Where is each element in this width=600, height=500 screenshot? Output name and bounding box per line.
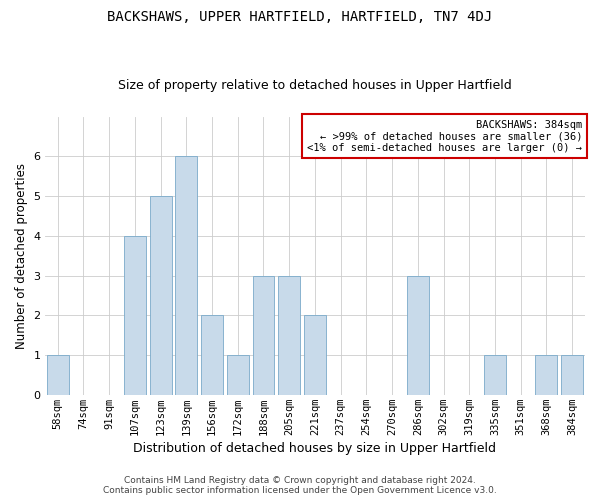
Bar bbox=[201, 316, 223, 395]
X-axis label: Distribution of detached houses by size in Upper Hartfield: Distribution of detached houses by size … bbox=[133, 442, 496, 455]
Bar bbox=[47, 355, 68, 395]
Bar bbox=[253, 276, 274, 395]
Bar bbox=[484, 355, 506, 395]
Bar bbox=[535, 355, 557, 395]
Y-axis label: Number of detached properties: Number of detached properties bbox=[15, 163, 28, 349]
Text: BACKSHAWS, UPPER HARTFIELD, HARTFIELD, TN7 4DJ: BACKSHAWS, UPPER HARTFIELD, HARTFIELD, T… bbox=[107, 10, 493, 24]
Bar bbox=[124, 236, 146, 395]
Bar bbox=[561, 355, 583, 395]
Bar bbox=[407, 276, 429, 395]
Text: BACKSHAWS: 384sqm
← >99% of detached houses are smaller (36)
<1% of semi-detache: BACKSHAWS: 384sqm ← >99% of detached hou… bbox=[307, 120, 582, 153]
Bar bbox=[304, 316, 326, 395]
Bar bbox=[175, 156, 197, 395]
Bar bbox=[278, 276, 300, 395]
Bar bbox=[227, 355, 248, 395]
Bar bbox=[149, 196, 172, 395]
Text: Contains HM Land Registry data © Crown copyright and database right 2024.
Contai: Contains HM Land Registry data © Crown c… bbox=[103, 476, 497, 495]
Title: Size of property relative to detached houses in Upper Hartfield: Size of property relative to detached ho… bbox=[118, 79, 512, 92]
